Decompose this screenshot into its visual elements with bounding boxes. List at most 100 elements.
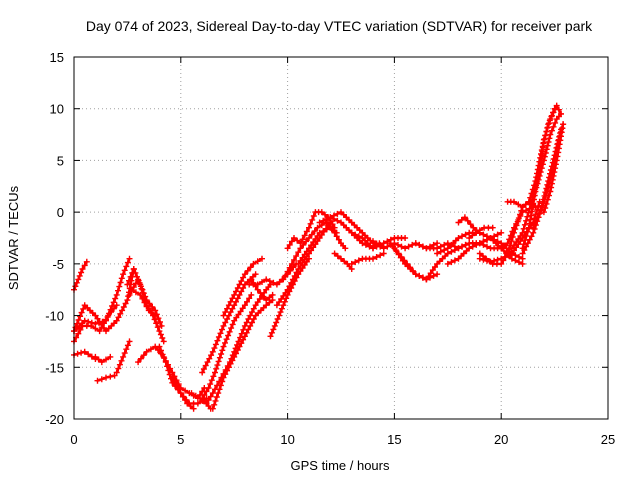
data-point [380, 250, 387, 257]
data-point [288, 279, 295, 286]
data-point [143, 348, 150, 355]
y-tick-label: -15 [45, 360, 64, 375]
data-point [498, 229, 505, 236]
data-point [158, 347, 164, 354]
data-point [314, 232, 321, 239]
data-point [240, 326, 247, 333]
data-point [409, 241, 416, 248]
data-point [203, 388, 210, 395]
series-line [201, 273, 257, 374]
data-point [286, 241, 293, 248]
data-point [78, 309, 85, 316]
data-point [128, 286, 135, 293]
data-point [348, 229, 355, 236]
data-point [256, 296, 263, 302]
data-point [534, 180, 541, 187]
series-track-5 [71, 348, 99, 362]
data-point [334, 253, 341, 260]
data-point [141, 299, 148, 306]
data-point [154, 324, 161, 331]
data-point [552, 165, 559, 172]
data-point [233, 350, 239, 357]
data-point [338, 255, 344, 262]
data-point [116, 361, 123, 368]
data-point [76, 272, 83, 279]
data-point [156, 328, 163, 335]
data-point [511, 198, 517, 205]
data-point [137, 355, 144, 362]
data-point [395, 251, 402, 258]
data-point [92, 353, 99, 360]
data-point [544, 124, 551, 131]
data-point [74, 320, 81, 327]
data-point [192, 392, 199, 399]
data-point [209, 390, 216, 397]
y-axis-label: SDTVAR / TECUs [6, 185, 21, 290]
data-point [524, 240, 531, 247]
data-point [544, 142, 551, 149]
data-point [215, 358, 222, 365]
data-point [278, 296, 285, 302]
data-point [423, 276, 430, 283]
data-point [547, 131, 554, 138]
data-point [209, 405, 216, 412]
data-point [513, 222, 520, 229]
data-point [200, 366, 207, 372]
data-point [115, 314, 122, 321]
data-point [74, 350, 81, 357]
data-point [245, 326, 252, 333]
data-point [143, 303, 150, 310]
data-point [432, 264, 438, 270]
data-point [511, 242, 517, 249]
data-point [217, 382, 224, 389]
data-point [512, 257, 519, 264]
data-point [139, 295, 146, 302]
data-point [252, 271, 259, 278]
data-point [257, 290, 264, 297]
data-point [234, 295, 241, 302]
data-point [289, 276, 296, 283]
data-point [276, 312, 283, 319]
data-point [227, 360, 234, 367]
data-point [318, 209, 325, 216]
data-point [77, 326, 84, 333]
data-point [254, 286, 261, 293]
data-point [175, 386, 182, 393]
data-point [220, 312, 227, 319]
data-point [161, 355, 168, 362]
data-point [297, 240, 304, 247]
data-point [508, 255, 515, 262]
data-point [126, 291, 133, 298]
data-point [121, 267, 128, 274]
data-point [320, 217, 327, 224]
data-point [180, 393, 187, 400]
data-point [476, 255, 483, 262]
series-track-25 [280, 219, 349, 283]
data-point [519, 260, 526, 267]
data-point [157, 331, 164, 338]
series-track-18 [209, 297, 276, 412]
x-tick-label: 15 [387, 432, 401, 447]
data-point [542, 132, 549, 139]
data-point [393, 248, 400, 255]
data-point [217, 330, 224, 337]
data-point [113, 302, 120, 309]
data-point [384, 243, 391, 250]
data-point [103, 316, 109, 323]
data-point [291, 272, 298, 279]
data-point [316, 219, 323, 226]
data-point [487, 258, 494, 265]
data-point [469, 243, 476, 250]
data-point [469, 232, 476, 239]
data-point [520, 225, 527, 232]
x-tick-label: 10 [280, 432, 294, 447]
data-point [81, 317, 88, 324]
data-point [124, 342, 131, 349]
data-point [249, 319, 255, 326]
data-point [548, 180, 555, 187]
data-point [282, 289, 289, 296]
data-point [139, 286, 146, 293]
data-point [199, 395, 206, 402]
data-point [377, 252, 384, 259]
data-point [323, 226, 330, 233]
